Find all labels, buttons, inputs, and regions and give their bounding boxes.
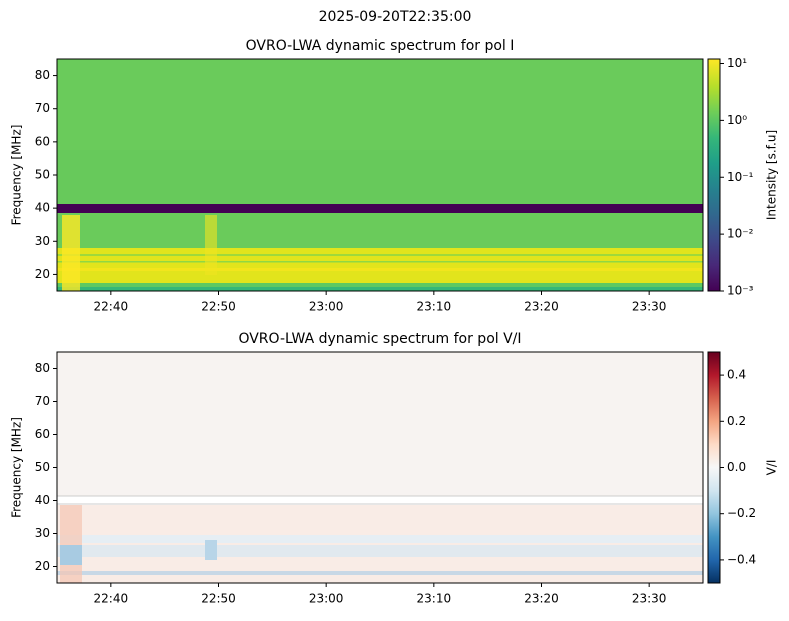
y-axis-label: Frequency [MHz]	[10, 125, 24, 226]
y-tick-label: 70	[35, 394, 50, 408]
x-tick-label: 23:30	[632, 300, 667, 314]
colorbar-tick-label: 10⁰	[727, 113, 747, 127]
x-tick-label: 22:40	[94, 592, 129, 606]
x-tick-label: 22:50	[201, 300, 236, 314]
colorbar-tick-label: 10⁻³	[727, 284, 754, 298]
colorbar-tick-label: 0.0	[727, 460, 746, 474]
y-axis-label: Frequency [MHz]	[10, 417, 24, 518]
x-tick-label: 23:00	[309, 592, 344, 606]
colorbar	[707, 58, 721, 292]
y-tick-label: 30	[35, 234, 50, 248]
y-tick-label: 60	[35, 427, 50, 441]
colorbar-tick-label: 10⁻²	[727, 227, 754, 241]
spectrum-image	[57, 59, 703, 291]
chart-title: OVRO-LWA dynamic spectrum for pol I	[246, 38, 515, 54]
spectrum-image	[57, 352, 703, 583]
x-tick-label: 23:10	[417, 300, 452, 314]
y-tick-label: 40	[35, 493, 50, 507]
x-tick-label: 23:20	[524, 592, 559, 606]
colorbar-tick-label: 0.2	[727, 414, 746, 428]
y-tick-label: 80	[35, 68, 50, 82]
y-tick-label: 30	[35, 526, 50, 540]
y-tick-label: 70	[35, 101, 50, 115]
colorbar-tick-label: −0.4	[727, 552, 756, 566]
x-tick-label: 23:20	[524, 300, 559, 314]
x-tick-label: 23:30	[632, 592, 667, 606]
colorbar-label: Intensity [s.f.u]	[765, 130, 779, 220]
y-tick-label: 20	[35, 267, 50, 281]
y-tick-label: 50	[35, 168, 50, 182]
x-tick-label: 22:40	[94, 300, 129, 314]
x-tick-label: 23:10	[417, 592, 452, 606]
y-tick-label: 20	[35, 559, 50, 573]
colorbar	[707, 351, 721, 584]
colorbar-tick-label: 0.4	[727, 368, 746, 382]
colorbar-tick-label: 10¹	[727, 56, 747, 70]
y-tick-label: 80	[35, 361, 50, 375]
y-tick-label: 60	[35, 134, 50, 148]
chart-title: OVRO-LWA dynamic spectrum for pol V/I	[238, 331, 521, 347]
colorbar-tick-label: −0.2	[727, 506, 756, 520]
x-tick-label: 23:00	[309, 300, 344, 314]
y-tick-label: 40	[35, 201, 50, 215]
colorbar-tick-label: 10⁻¹	[727, 170, 754, 184]
y-tick-label: 50	[35, 460, 50, 474]
x-tick-label: 22:50	[201, 592, 236, 606]
suptitle: 2025-09-20T22:35:00	[319, 9, 472, 25]
colorbar-label: V/I	[765, 460, 779, 476]
